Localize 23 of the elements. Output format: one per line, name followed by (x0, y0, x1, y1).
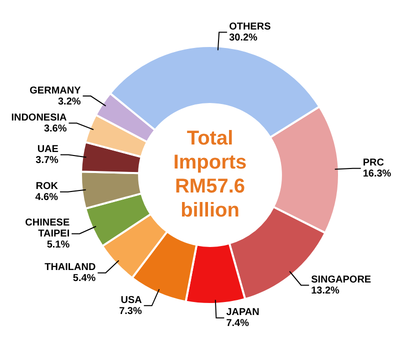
data-label: 5.4% (72, 273, 96, 284)
slice-label: UAE (37, 144, 59, 155)
text: Total Imports RM57.6 billion (173, 128, 247, 222)
slice-label: INDONESIA (11, 112, 67, 124)
data-label: 3.6% (44, 123, 67, 134)
slice-label: ROK (36, 181, 59, 192)
data-label: 7.4% (226, 318, 250, 330)
data-label: 13.2% (311, 285, 340, 296)
slice-label: THAILAND (44, 262, 96, 274)
slice-label: SINGAPORE (311, 274, 372, 286)
slice-label: USA (120, 294, 142, 306)
data-label: 4.6% (35, 192, 58, 204)
data-label: 3.2% (58, 96, 81, 108)
data-label: 30.2% (229, 32, 258, 44)
data-label: 7.3% (119, 306, 142, 317)
data-label: 16.3% (362, 168, 392, 180)
data-label: 3.7% (36, 155, 59, 166)
slice-label: OTHERS (229, 22, 272, 33)
slice-label: PRC (362, 158, 384, 169)
slice-label: GERMANY (30, 85, 82, 96)
data-label: 5.1% (46, 240, 70, 251)
slice-label: CHINESE TAIPEI (25, 218, 70, 240)
slice-label: JAPAN (226, 307, 260, 318)
